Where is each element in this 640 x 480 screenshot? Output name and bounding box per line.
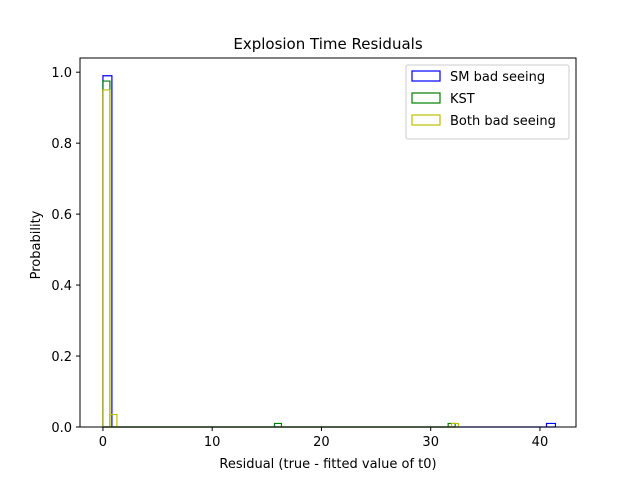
x-tick-label: 0 (99, 435, 107, 450)
chart-title: Explosion Time Residuals (233, 35, 422, 53)
legend-label: KST (450, 92, 475, 107)
axes-layer: 0 10 20 30 40 0.0 0.2 0.4 0.6 0.8 1.0 (51, 57, 577, 450)
y-tick-label: 0.6 (51, 208, 72, 223)
legend-box (405, 64, 570, 140)
histogram-bar (102, 89, 111, 427)
histogram-bar (109, 413, 118, 427)
legend-swatch (411, 70, 441, 82)
legend-swatch (411, 92, 441, 104)
histogram-bar (273, 422, 283, 427)
x-axis-label: Residual (true - fitted value of t0) (219, 457, 436, 472)
y-axis-label: Probability (29, 210, 44, 279)
legend-label: SM bad seeing (450, 70, 545, 85)
histogram-bar (450, 422, 460, 427)
axes-frame (79, 57, 577, 428)
histogram-bar (545, 422, 557, 427)
legend-swatch (411, 114, 441, 126)
y-tick-label: 0.2 (51, 350, 72, 365)
y-tick-label: 0.0 (51, 421, 72, 436)
y-tick-label: 1.0 (51, 66, 72, 81)
legend-label: Both bad seeing (450, 114, 556, 129)
legend: SM bad seeing KST Both bad seeing (405, 64, 570, 140)
y-tick-label: 0.4 (51, 279, 72, 294)
y-tick-label: 0.8 (51, 137, 72, 152)
x-tick-label: 30 (422, 435, 439, 450)
x-tick-label: 40 (532, 435, 549, 450)
x-tick-label: 10 (204, 435, 221, 450)
x-tick-label: 20 (313, 435, 330, 450)
